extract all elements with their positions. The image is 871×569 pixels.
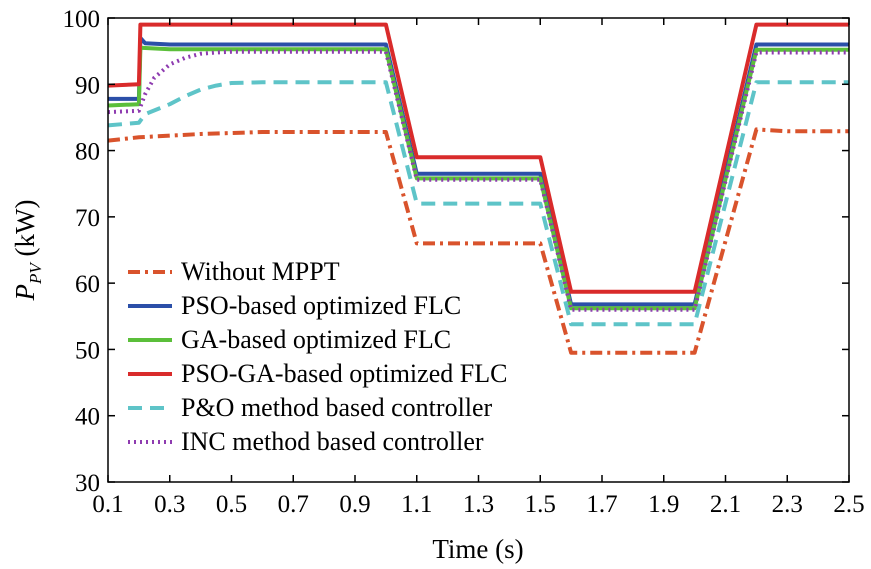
x-tick-label: 2.3 [772,491,803,518]
plot-area [107,22,849,355]
x-tick-label: 0.3 [154,491,185,518]
series-line-4 [107,80,849,327]
series-line-0 [107,127,849,355]
legend-label-3: PSO-GA-based optimized FLC [181,359,507,388]
x-tick-label: 2.1 [710,491,741,518]
legend-label-4: P&O method based controller [181,393,493,422]
x-tick-label: 0.1 [92,491,123,518]
legend: Without MPPT PSO-based optimized FLC GA-ba… [128,257,507,456]
legend-label-2: GA-based optimized FLC [181,325,451,354]
series-line-3 [107,22,849,294]
y-axis-title-subscript: PV [26,261,45,285]
x-tick-label: 0.9 [339,491,370,518]
y-tick-label: 100 [63,6,101,33]
y-tick-label: 70 [75,205,100,232]
y-axis-title-main: P [10,284,40,302]
x-tick-label: 2.5 [833,491,864,518]
x-tick-label: 1.3 [463,491,494,518]
legend-label-5: INC method based controller [181,427,484,456]
y-tick-label: 90 [75,72,100,99]
x-tick-label: 1.9 [648,491,679,518]
legend-label-1: PSO-based optimized FLC [181,291,461,320]
x-tick-label: 0.5 [216,491,247,518]
x-tick-label: 1.7 [586,491,617,518]
x-tick-label: 1.5 [525,491,556,518]
y-tick-label: 30 [75,470,100,497]
x-tick-label: 0.7 [278,491,309,518]
x-tick-label: 1.1 [401,491,432,518]
y-tick-label: 50 [75,337,100,364]
y-tick-label: 60 [75,271,100,298]
y-axis-title: PPV (kW) [10,200,45,302]
y-tick-label: 80 [75,139,100,166]
y-axis-title-unit: (kW) [10,200,40,264]
axes: 0.1 0.3 0.5 0.7 0.9 1.1 1.3 1.5 1.7 1.9 2.1 2.3 2.5 3… [63,6,865,518]
x-axis-title: Time (s) [432,534,523,564]
y-tick-label: 40 [75,404,100,431]
legend-label-0: Without MPPT [181,257,340,286]
series-line-5 [107,49,849,312]
